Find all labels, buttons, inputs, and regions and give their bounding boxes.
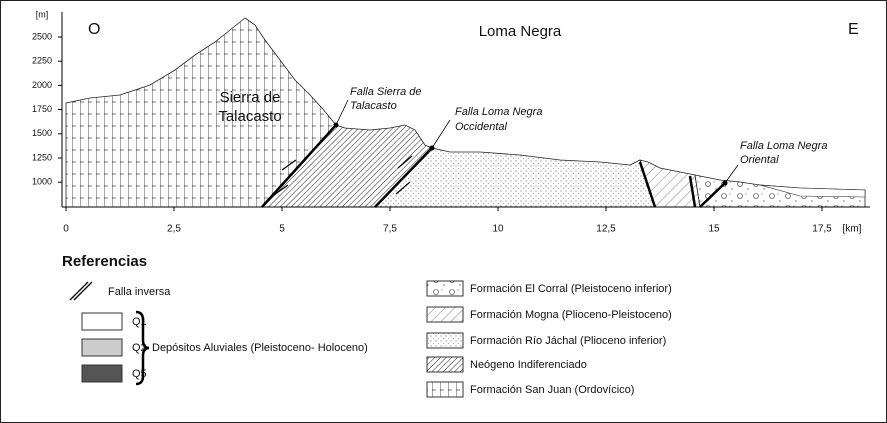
swatch xyxy=(427,307,463,322)
legend-label: Formación Mogna (Plioceno-Pleistoceno) xyxy=(470,309,672,321)
legend-label: Formación Río Jáchal (Plioceno inferior) xyxy=(470,335,666,347)
swatch xyxy=(427,357,463,372)
east-label: E xyxy=(848,21,859,38)
range-label: Sierra de xyxy=(220,89,281,106)
y-tick-label: 1250 xyxy=(32,152,52,162)
x-tick-label: 2,5 xyxy=(167,224,181,235)
x-tick-label: 5 xyxy=(279,224,285,235)
range-label: Talacasto xyxy=(218,108,281,125)
swatch xyxy=(427,281,463,296)
fault-label: Falla Loma Negra xyxy=(740,140,827,152)
y-tick-label: 2000 xyxy=(32,80,52,90)
q2-swatch xyxy=(82,339,122,356)
profile-title: Loma Negra xyxy=(479,23,562,40)
y-tick-label: 1500 xyxy=(32,128,52,138)
x-unit: [km] xyxy=(843,224,862,235)
swatch xyxy=(427,333,463,348)
x-tick-label: 12,5 xyxy=(596,224,616,235)
x-tick-label: 0 xyxy=(63,224,69,235)
fault-label: Oriental xyxy=(740,154,779,166)
west-label: O xyxy=(88,21,100,38)
x-tick-label: 17,5 xyxy=(812,224,832,235)
y-tick-label: 2500 xyxy=(32,31,52,41)
geologic-section: [m] 2500 2250 2000 1750 1500 1250 1000 0 2,5 5 7,… xyxy=(0,0,887,423)
legend-label: Neógeno Indiferenciado xyxy=(470,359,587,371)
y-tick-label: 1000 xyxy=(32,177,52,187)
x-tick-label: 15 xyxy=(708,224,720,235)
fault-label: Falla Loma Negra xyxy=(455,106,542,118)
q5-swatch xyxy=(82,365,122,382)
legend-label: Formación El Corral (Pleistoceno inferio… xyxy=(470,283,672,295)
legend-title: Referencias xyxy=(62,253,147,270)
legend-label: Q1 xyxy=(132,316,147,328)
q1-swatch xyxy=(82,313,122,330)
fault-label: Occidental xyxy=(455,121,508,133)
fault-label: Falla Sierra de xyxy=(350,86,422,98)
fault-label: Talacasto xyxy=(350,100,397,112)
x-tick-label: 7,5 xyxy=(383,224,397,235)
legend-label: Falla inversa xyxy=(108,286,171,298)
x-tick-label: 10 xyxy=(492,224,504,235)
y-tick-label: 1750 xyxy=(32,104,52,114)
swatch xyxy=(427,382,463,397)
legend-label: Formación San Juan (Ordovícico) xyxy=(470,384,634,396)
legend-label: Depósitos Aluviales (Pleistoceno- Holoce… xyxy=(152,342,368,354)
y-unit: [m] xyxy=(36,9,49,19)
legend-label: Q5 xyxy=(132,368,147,380)
y-tick-label: 2250 xyxy=(32,56,52,66)
